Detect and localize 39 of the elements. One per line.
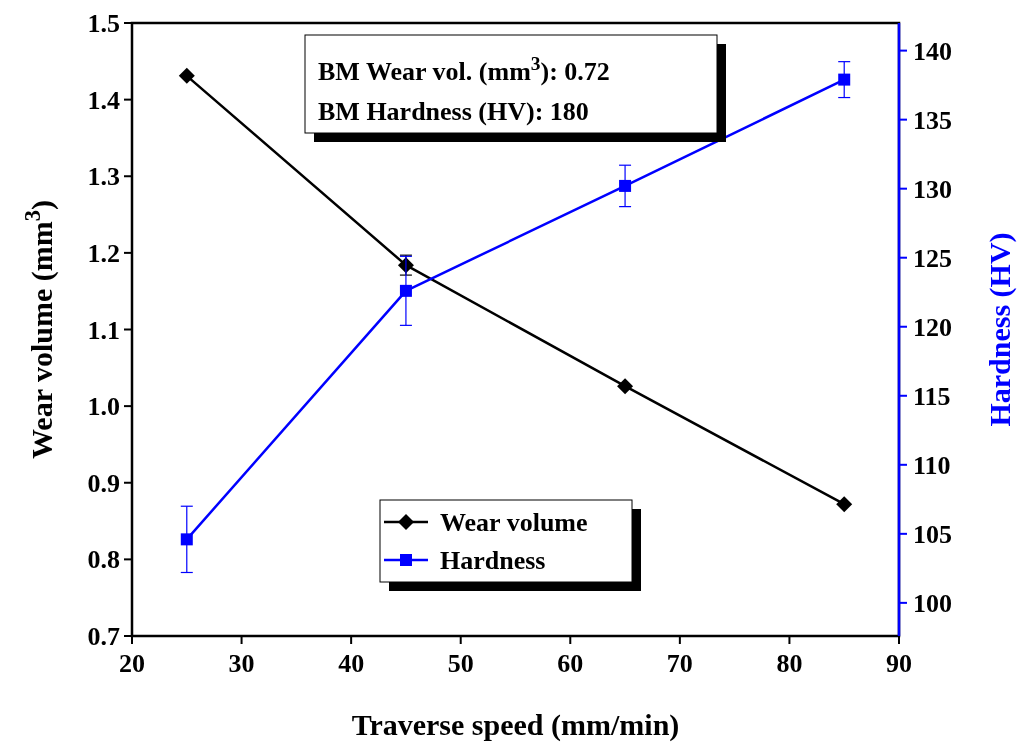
y2-tick-label: 100 bbox=[913, 588, 952, 618]
point bbox=[399, 284, 412, 297]
y-tick-label: 1.4 bbox=[87, 85, 120, 115]
y2-tick-label: 105 bbox=[913, 519, 952, 549]
x-tick-label: 20 bbox=[119, 649, 145, 678]
annotation: BM Wear vol. (mm$^{3}$): 0.72 bbox=[318, 52, 610, 86]
y-tick-label: 0.9 bbox=[87, 468, 120, 498]
y2-tick-label: 135 bbox=[913, 105, 952, 135]
point bbox=[180, 533, 193, 546]
x-tick-label: 40 bbox=[338, 649, 365, 678]
point bbox=[178, 67, 195, 84]
x-tick-label: 90 bbox=[886, 649, 912, 678]
point bbox=[838, 73, 851, 86]
y2-tick-label: 110 bbox=[913, 450, 951, 480]
y2-tick-label: 125 bbox=[913, 243, 952, 273]
y-tick-label: 0.7 bbox=[87, 622, 120, 651]
x-tick-label: 70 bbox=[666, 649, 693, 678]
y-tick-label: 1.1 bbox=[87, 315, 120, 345]
y2-tick-label: 115 bbox=[913, 381, 951, 411]
x-tick-label: 50 bbox=[447, 649, 474, 678]
annotation: BM Hardness (HV): 180 bbox=[318, 97, 589, 126]
point bbox=[836, 496, 853, 513]
y2-tick-label: 120 bbox=[913, 312, 952, 342]
y-tick-label: 0.8 bbox=[87, 545, 120, 575]
y-tick-label: 1.2 bbox=[87, 238, 120, 268]
y-tick-label: 1.5 bbox=[87, 9, 120, 38]
y-tick-label: 1.3 bbox=[87, 162, 120, 192]
x-tick-label: 80 bbox=[776, 649, 803, 678]
y-tick-label: 1.0 bbox=[87, 392, 120, 422]
y2-tick-label: 130 bbox=[913, 174, 952, 204]
y2-tick-label: 140 bbox=[913, 36, 952, 66]
legend-label: Wear volume bbox=[440, 508, 588, 537]
x-axis-title: Traverse speed (mm/min) bbox=[351, 708, 680, 742]
x-tick-label: 60 bbox=[557, 649, 584, 678]
x-tick-label: 30 bbox=[228, 649, 255, 678]
point bbox=[617, 378, 634, 395]
legend-label: Hardness bbox=[440, 546, 546, 575]
y2-axis-title: Hardness (HV) bbox=[983, 232, 1017, 427]
point bbox=[619, 179, 632, 192]
